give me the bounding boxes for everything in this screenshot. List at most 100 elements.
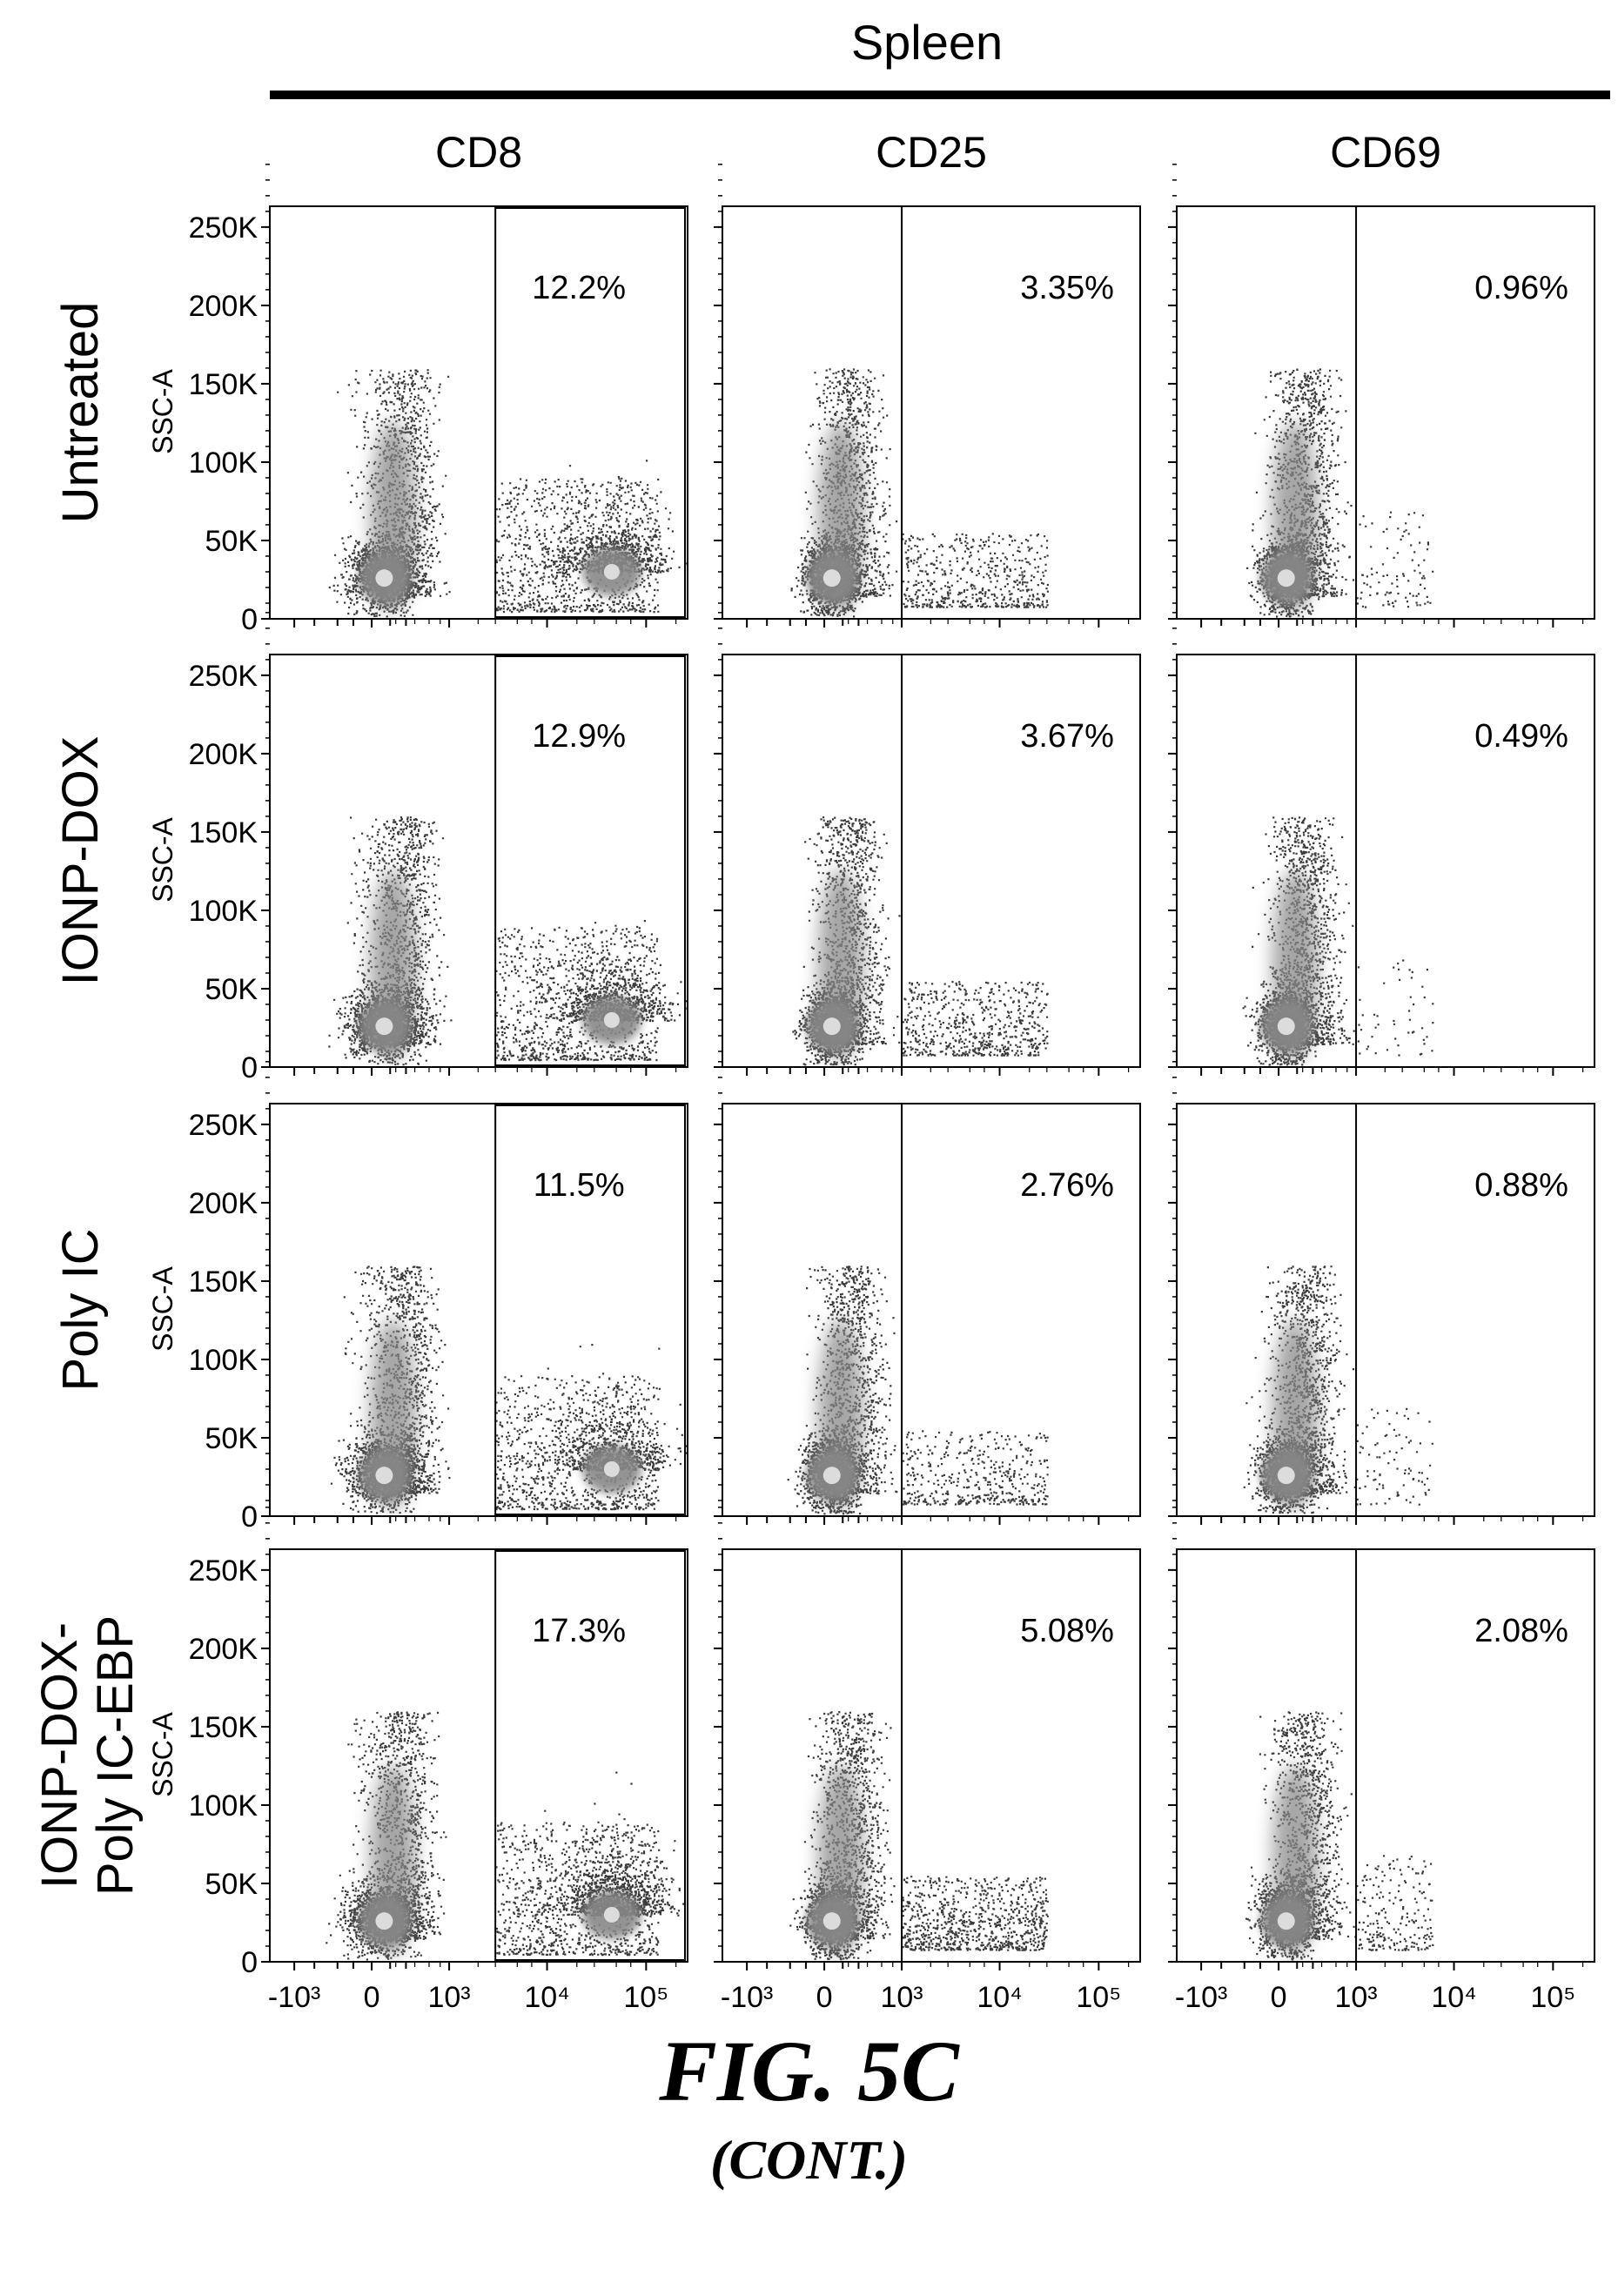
density-hotspot <box>603 563 620 580</box>
panel-frame <box>1176 654 1595 1068</box>
y-tick-label: 0 <box>241 1500 258 1534</box>
plot-area <box>790 368 1049 618</box>
density-hotspot <box>375 1467 393 1485</box>
tissue-title-rule <box>270 91 1610 99</box>
y-axis-label: SSC-A <box>147 1711 178 1796</box>
density-hotspot <box>603 1011 620 1028</box>
y-axis-label: SSC-A <box>147 368 178 453</box>
gate-percentage: 3.67% <box>1020 718 1114 755</box>
panel-cd8-row-1: 12.2% 0 50K 100K 150K 200K 250K SSC-A <box>147 164 688 636</box>
y-tick-label: 200K <box>189 290 258 323</box>
plot-area <box>328 369 687 618</box>
panel-frame <box>722 1548 1141 1963</box>
y-tick-label: 250K <box>189 660 258 693</box>
x-tick-label: -10³ <box>268 1981 320 2014</box>
density-hotspot <box>1277 1017 1295 1036</box>
y-tick-label: 50K <box>205 973 258 1006</box>
y-tick-label: 50K <box>205 1422 258 1455</box>
density-hotspot <box>375 569 393 587</box>
panel-frame <box>1176 1548 1595 1963</box>
y-tick-label: 200K <box>189 738 258 771</box>
figure-continuation: (CONT.) <box>710 2129 908 2191</box>
row-label-2-line-1: IONP-DOX <box>52 736 109 986</box>
panel-frame <box>269 654 688 1068</box>
x-tick-label: 10⁵ <box>1076 1981 1121 2014</box>
gate-box <box>494 1104 687 1515</box>
row-label-3-line-1: Poly IC <box>52 1229 109 1392</box>
x-tick-label: 10⁴ <box>524 1981 569 2014</box>
gate-percentage: 17.3% <box>532 1613 626 1649</box>
panel-frame <box>269 205 688 620</box>
row-label-4-line-1: IONP-DOX- <box>31 1622 88 1889</box>
column-header-cd8: CD8 <box>435 128 522 177</box>
x-tick-label: 10⁵ <box>1530 1981 1575 2014</box>
y-tick-label: 250K <box>189 1109 258 1142</box>
y-axis-label: SSC-A <box>147 1265 178 1351</box>
gate-box <box>494 655 687 1066</box>
gate-box <box>494 207 687 618</box>
y-tick-label: 150K <box>189 1711 258 1744</box>
density-hotspot <box>603 1460 620 1477</box>
panel-frame <box>722 205 1141 620</box>
gate-percentage: 3.35% <box>1020 270 1114 306</box>
y-tick-label: 0 <box>241 603 258 636</box>
gate-percentage: 0.49% <box>1474 718 1568 755</box>
density-hotspot <box>603 1906 620 1923</box>
x-tick-label: 10³ <box>427 1981 470 2014</box>
plot-area <box>330 1265 688 1514</box>
x-tick-label: 10³ <box>1334 1981 1377 2014</box>
y-axis-label: SSC-A <box>147 816 178 902</box>
y-tick-label: 0 <box>241 1051 258 1084</box>
plot-area <box>1246 368 1434 618</box>
y-tick-label: 100K <box>189 895 258 928</box>
panel-cd8-row-3: 11.5% 0 50K 100K 150K 200K 250K SSC-A <box>147 1061 688 1534</box>
panel-cd69-row-2: 0.49% <box>1168 612 1595 1076</box>
panel-cd69-row-4: 2.08% -10³ 0 10³ 10⁴ 10⁵ <box>1168 1507 1595 2014</box>
y-tick-label: 150K <box>189 816 258 849</box>
x-tick-label: 10⁴ <box>977 1981 1022 2014</box>
gate-percentage: 5.08% <box>1020 1613 1114 1649</box>
x-tick-label: 10⁵ <box>623 1981 668 2014</box>
y-tick-label: 0 <box>241 1946 258 1979</box>
density-hotspot <box>375 1912 393 1930</box>
density-hotspot <box>822 569 841 587</box>
y-tick-label: 100K <box>189 446 258 480</box>
panel-frame <box>1176 205 1595 620</box>
panel-cd25-row-2: 3.67% <box>714 612 1141 1076</box>
y-tick-label: 50K <box>205 1868 258 1901</box>
y-tick-label: 250K <box>189 211 258 245</box>
gate-percentage: 0.88% <box>1474 1167 1568 1204</box>
panel-cd25-row-3: 2.76% <box>714 1061 1141 1525</box>
density-hotspot <box>822 1912 841 1930</box>
plot-area <box>326 1711 685 1961</box>
column-header-cd69: CD69 <box>1330 128 1441 177</box>
panel-cd8-row-2: 12.9% 0 50K 100K 150K 200K 250K SSC-A <box>147 612 688 1084</box>
panel-frame <box>269 1103 688 1517</box>
panel-cd69-row-3: 0.88% <box>1168 1061 1595 1525</box>
density-hotspot <box>1277 1467 1295 1485</box>
density-hotspot <box>375 1017 393 1036</box>
column-headers: CD8 CD25 CD69 <box>435 128 1441 177</box>
y-tick-label: 200K <box>189 1633 258 1666</box>
x-tick-label: 0 <box>1271 1981 1287 2014</box>
row-label-4-line-2: Poly IC-EBP <box>87 1615 144 1896</box>
plot-area <box>328 816 688 1066</box>
x-tick-label: 0 <box>364 1981 380 2014</box>
dot-cloud <box>326 1711 685 1961</box>
panel-frame <box>722 654 1141 1068</box>
gate-percentage: 12.2% <box>532 270 626 306</box>
x-tick-label: 10³ <box>880 1981 923 2014</box>
gate-box <box>494 1550 687 1961</box>
row-label-1-line-1: Untreated <box>52 302 109 524</box>
x-tick-label: 0 <box>816 1981 833 2014</box>
y-tick-label: 150K <box>189 368 258 401</box>
density-hotspot <box>1277 1912 1295 1930</box>
density-hotspot <box>822 1017 841 1036</box>
panel-frame <box>722 1103 1141 1517</box>
y-tick-label: 200K <box>189 1187 258 1220</box>
plot-area <box>1242 816 1434 1066</box>
panel-cd25-row-1: 3.35% <box>714 164 1141 628</box>
density-hotspot <box>822 1467 841 1485</box>
y-tick-label: 100K <box>189 1344 258 1377</box>
